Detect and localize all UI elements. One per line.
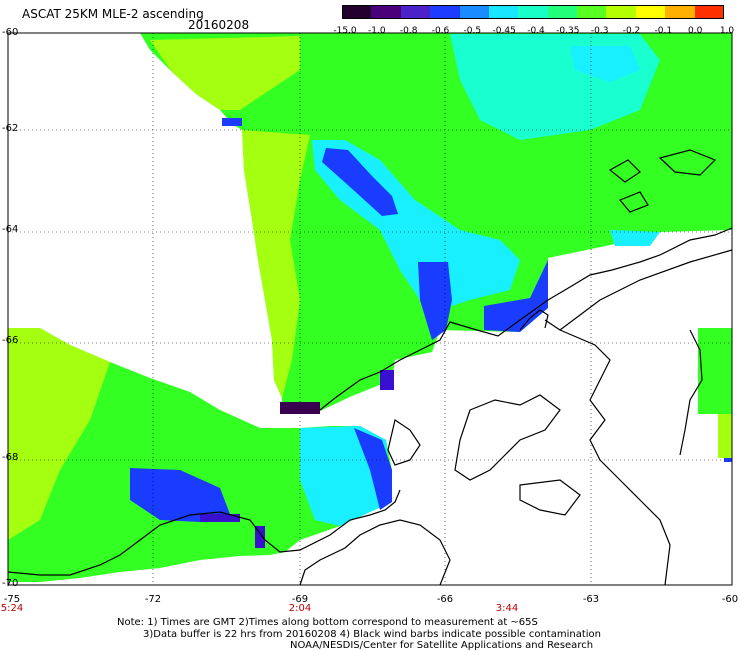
colorbar-swatch (635, 5, 666, 19)
cyan-patch (610, 230, 660, 246)
scatterometer-swaths (8, 33, 732, 582)
lat-label: -66 (2, 335, 19, 346)
lon-label: -72 (144, 594, 162, 605)
colorbar-tick-label: -0.4 (527, 26, 545, 36)
chart-title: ASCAT 25KM MLE-2 ascending (22, 7, 204, 21)
colorbar-tick-label: -0.45 (492, 26, 516, 36)
lon-label: -75 (3, 594, 21, 605)
colorbar-swatch (371, 5, 402, 19)
colorbar-swatch (400, 5, 431, 19)
lat-label: -70 (2, 578, 19, 589)
colorbar-tick-label: -0.6 (431, 26, 450, 36)
coastline-south-shetland (658, 149, 717, 176)
colorbar-swatch (488, 5, 519, 19)
colorbar-swatch (430, 5, 461, 19)
lon-label: -66 (436, 594, 454, 605)
coastline-south-shetland (619, 191, 649, 213)
colorbar-swatch (547, 5, 578, 19)
purple-patch (280, 402, 320, 414)
indigo-patch (255, 526, 265, 548)
blue-patch (130, 468, 230, 522)
colorbar-swatch (518, 5, 549, 19)
colorbar-tick-label: -0.3 (590, 26, 609, 36)
coastline-peninsula-east (319, 227, 733, 411)
swath-east-strip (698, 328, 732, 414)
colorbar-swatch (694, 5, 725, 19)
cyan-patch (570, 46, 640, 82)
coastline-island (679, 329, 703, 456)
colorbar-tick-label: -15.0 (333, 26, 357, 36)
blue-patch (322, 148, 398, 216)
colorbar-tick-label: -0.1 (654, 26, 673, 36)
coastline-south-shetland (608, 159, 641, 183)
colorbar-tick-label: -0.5 (463, 26, 482, 36)
colorbar-swatch (665, 5, 696, 19)
colorbar-swatch (577, 5, 607, 19)
coastline-island (387, 419, 421, 466)
colorbar-tick-label: 1.0 (719, 26, 735, 36)
lat-label: -62 (2, 123, 19, 134)
lat-label: -60 (2, 27, 19, 38)
blue-patch (484, 260, 548, 332)
swath-southwest (8, 328, 392, 582)
colorbar-tick-label: -1.0 (368, 26, 386, 36)
note-line: Note: 1) Times are GMT 2)Times along bot… (117, 617, 538, 628)
lon-label: -69 (291, 594, 309, 605)
coastline-inlet (519, 309, 549, 331)
swath-east-strip (718, 414, 732, 458)
swath-southwest-edge (8, 328, 110, 540)
indigo-patch (200, 514, 240, 522)
time-label: 5:24 (0, 603, 24, 614)
colorbar-tick-label: -0.35 (556, 26, 580, 36)
colorbar-tick-label: -0.8 (399, 26, 418, 36)
coastline-island (454, 394, 561, 481)
time-label: 3:44 (495, 603, 519, 614)
lon-label: -60 (721, 594, 739, 605)
note-line: NOAA/NESDIS/Center for Satellite Applica… (290, 640, 594, 651)
swath-northeast-edge (242, 130, 310, 398)
coastline-weddell (559, 329, 671, 586)
coastline-alexander-island (7, 489, 401, 576)
coastline-peninsula (544, 249, 733, 331)
indigo-patch (380, 370, 394, 390)
swath-northeast-top (150, 36, 300, 110)
colorbar-swatch (342, 5, 372, 19)
colorbar-outline (342, 5, 724, 19)
colorbar-swatch (606, 5, 637, 19)
blue-patch (354, 428, 392, 510)
time-label: 2:04 (288, 603, 312, 614)
map-frame (7, 32, 733, 586)
coastline-island (519, 479, 581, 516)
lon-label: -63 (582, 594, 600, 605)
colorbar-swatch (459, 5, 490, 19)
lat-label: -68 (2, 452, 19, 463)
colorbar-tick-label: -0.2 (622, 26, 641, 36)
chart-date: 20160208 (188, 18, 250, 32)
blue-patch (418, 262, 452, 340)
colorbar-tick-label: 0.0 (687, 26, 703, 36)
lat-label: -64 (2, 224, 19, 235)
blue-patch (222, 118, 242, 126)
coastline-southern (299, 519, 451, 586)
note-line: 3)Data buffer is 22 hrs from 20160208 4)… (143, 629, 601, 640)
coastline (7, 149, 733, 586)
